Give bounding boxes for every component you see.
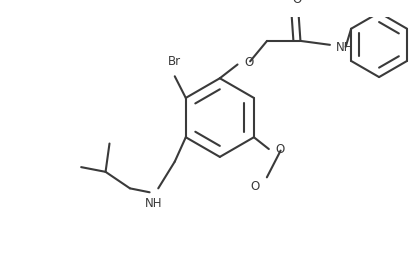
Text: O: O [276,143,285,156]
Text: NH: NH [336,41,353,54]
Text: Br: Br [168,55,181,68]
Text: O: O [293,0,302,6]
Text: O: O [244,56,254,69]
Text: O: O [251,180,260,193]
Text: NH: NH [145,197,162,210]
